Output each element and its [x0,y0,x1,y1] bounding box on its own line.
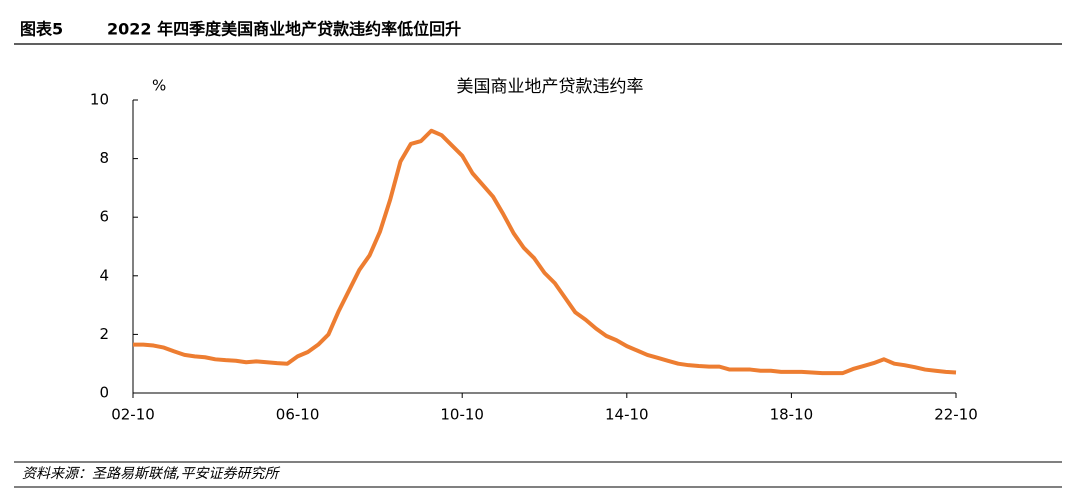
y-tick-label: 4 [99,266,109,284]
x-tick-label: 06-10 [276,406,320,424]
source: 资料来源：圣路易斯联储,平安证券研究所 [22,466,280,482]
figure-label: 图表5 [20,20,63,39]
figure-title: 2022 年四季度美国商业地产贷款违约率低位回升 [107,20,461,39]
y-tick-label: 0 [99,384,109,402]
x-tick-label: 02-10 [111,406,155,424]
x-tick-label: 22-10 [934,406,978,424]
y-unit: % [152,77,166,95]
x-tick-label: 10-10 [440,406,484,424]
y-tick-label: 10 [90,91,109,109]
x-tick-label: 18-10 [770,406,814,424]
chart-title: 美国商业地产贷款违约率 [457,77,644,97]
y-tick-label: 8 [99,149,109,167]
x-tick-label: 14-10 [605,406,649,424]
y-tick-label: 6 [99,208,109,226]
y-tick-label: 2 [99,325,109,343]
line-series [133,128,957,376]
